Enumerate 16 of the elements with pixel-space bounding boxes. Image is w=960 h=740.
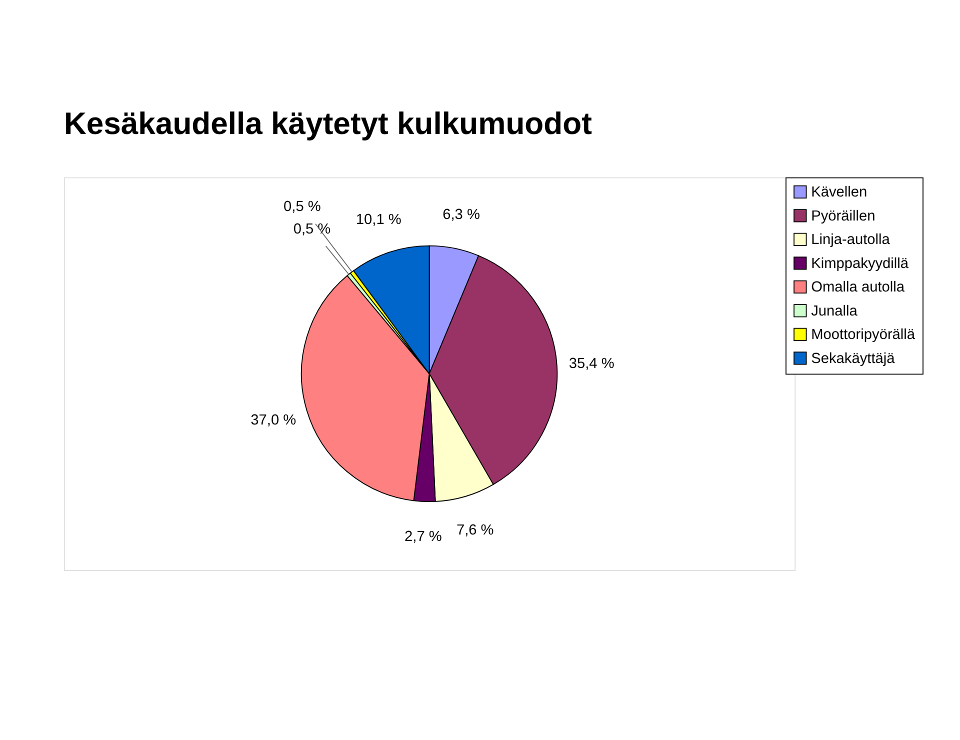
chart-title: Kesäkaudella käytetyt kulkumuodot bbox=[64, 106, 592, 141]
legend-label: Moottoripyörällä bbox=[811, 327, 916, 344]
data-label: 0,5 % bbox=[284, 199, 321, 215]
legend-label: Kimppakyydillä bbox=[811, 256, 910, 272]
data-label: 10,1 % bbox=[356, 212, 402, 228]
legend-label: Linja-autolla bbox=[811, 232, 891, 248]
legend-label: Pyöräillen bbox=[811, 208, 876, 224]
data-label: 6,3 % bbox=[442, 206, 480, 223]
legend-label: Kävellen bbox=[811, 184, 868, 201]
legend-label: Sekakäyttäjä bbox=[811, 350, 896, 367]
data-label: 2,7 % bbox=[404, 528, 442, 545]
data-label: 7,6 % bbox=[456, 522, 494, 538]
legend-label: Omalla autolla bbox=[811, 280, 906, 296]
data-label: 37,0 % bbox=[250, 412, 296, 428]
data-label: 35,4 % bbox=[568, 356, 614, 372]
legend-label: Junalla bbox=[811, 303, 858, 320]
